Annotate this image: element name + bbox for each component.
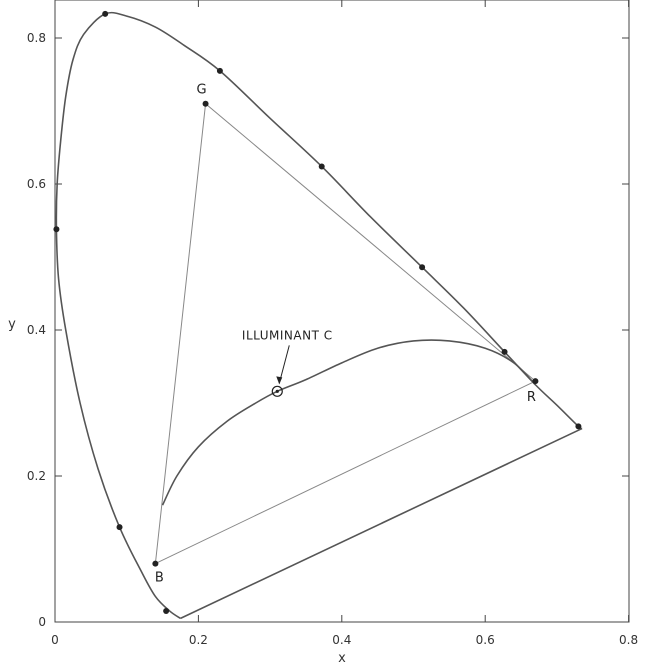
x-axis-title: x <box>338 651 346 666</box>
illuminant-c-arrowhead <box>276 376 282 384</box>
chart-point <box>319 163 325 169</box>
chart-point <box>203 101 209 107</box>
vertex-label: B <box>155 571 164 586</box>
blackbody-locus <box>163 340 536 505</box>
chart-point <box>532 378 538 384</box>
y-tick-label: 0 <box>38 615 46 629</box>
chart-point <box>217 68 223 74</box>
x-tick-label: 0.2 <box>189 633 208 647</box>
y-tick-label: 0.2 <box>27 469 46 483</box>
chart-curves <box>56 13 582 619</box>
vertex-label: R <box>527 390 536 405</box>
spectral-locus <box>56 13 582 619</box>
plot-frame <box>55 0 629 622</box>
x-tick-label: 0.6 <box>476 633 495 647</box>
chart-point <box>575 423 581 429</box>
gamut-triangle <box>155 104 535 564</box>
y-tick-label: 0.6 <box>27 177 46 191</box>
chart-point <box>163 608 169 614</box>
chart-point <box>152 561 158 567</box>
x-tick-label: 0.4 <box>332 633 351 647</box>
x-axis-ticks: 0 0.2 0.4 0.6 0.8 <box>51 0 638 647</box>
chart-point <box>102 11 108 17</box>
y-tick-label: 0.8 <box>27 31 46 45</box>
x-tick-label: 0 <box>51 633 59 647</box>
y-axis-title: y <box>8 317 16 332</box>
purple-line <box>180 429 582 619</box>
chart-point <box>117 524 123 530</box>
chart-markers <box>53 11 581 614</box>
vertex-label: G <box>197 83 207 98</box>
illuminant-c-label: ILLUMINANT C <box>242 328 333 342</box>
y-tick-label: 0.4 <box>27 323 46 337</box>
chart-labels: G B R ILLUMINANT C <box>155 83 536 586</box>
chart-point <box>53 226 59 232</box>
chart-point <box>502 349 508 355</box>
illuminant-c-point <box>276 390 279 393</box>
chart-point <box>419 264 425 270</box>
x-tick-label: 0.8 <box>619 633 638 647</box>
